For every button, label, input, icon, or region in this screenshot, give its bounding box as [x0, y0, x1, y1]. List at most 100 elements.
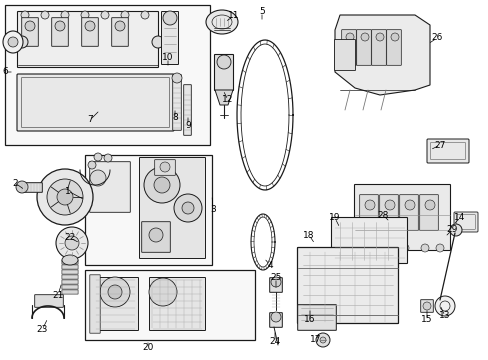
Ellipse shape — [37, 169, 93, 225]
FancyBboxPatch shape — [379, 195, 398, 230]
FancyBboxPatch shape — [297, 248, 398, 324]
Polygon shape — [334, 15, 429, 95]
Text: 13: 13 — [438, 311, 450, 320]
Ellipse shape — [115, 21, 125, 31]
FancyBboxPatch shape — [18, 12, 158, 68]
Ellipse shape — [16, 36, 28, 48]
Ellipse shape — [435, 244, 443, 252]
Ellipse shape — [57, 189, 73, 205]
Text: 16: 16 — [304, 315, 315, 324]
FancyBboxPatch shape — [359, 195, 378, 230]
Ellipse shape — [375, 33, 383, 41]
Ellipse shape — [315, 333, 329, 347]
Ellipse shape — [380, 244, 388, 252]
Text: 7: 7 — [87, 116, 93, 125]
FancyBboxPatch shape — [92, 278, 138, 330]
FancyBboxPatch shape — [172, 75, 181, 130]
Text: 19: 19 — [328, 213, 340, 222]
Ellipse shape — [16, 181, 28, 193]
Text: 11: 11 — [228, 12, 239, 21]
Ellipse shape — [319, 337, 325, 343]
Ellipse shape — [384, 200, 394, 210]
FancyBboxPatch shape — [62, 265, 78, 269]
Bar — [5, 5, 209, 145]
Ellipse shape — [364, 200, 374, 210]
Ellipse shape — [21, 11, 29, 19]
Ellipse shape — [108, 285, 122, 299]
Ellipse shape — [449, 224, 461, 236]
Ellipse shape — [47, 179, 83, 215]
Ellipse shape — [346, 33, 353, 41]
Text: 25: 25 — [270, 274, 281, 283]
FancyBboxPatch shape — [62, 260, 78, 264]
FancyBboxPatch shape — [89, 162, 130, 212]
Text: 29: 29 — [446, 225, 457, 234]
Ellipse shape — [205, 10, 238, 34]
FancyBboxPatch shape — [154, 160, 175, 175]
FancyBboxPatch shape — [214, 54, 233, 90]
Ellipse shape — [56, 227, 88, 259]
Ellipse shape — [25, 21, 35, 31]
FancyBboxPatch shape — [62, 275, 78, 279]
Text: 12: 12 — [222, 95, 233, 104]
Ellipse shape — [94, 153, 102, 161]
Ellipse shape — [400, 244, 408, 252]
Ellipse shape — [174, 194, 202, 222]
FancyBboxPatch shape — [453, 212, 477, 232]
FancyBboxPatch shape — [81, 18, 98, 46]
Ellipse shape — [424, 200, 434, 210]
FancyBboxPatch shape — [90, 275, 100, 333]
FancyBboxPatch shape — [334, 40, 355, 71]
FancyBboxPatch shape — [149, 278, 205, 330]
Ellipse shape — [62, 255, 78, 265]
Text: 18: 18 — [303, 230, 314, 239]
FancyBboxPatch shape — [426, 139, 468, 163]
Text: 24: 24 — [269, 338, 280, 346]
Polygon shape — [215, 90, 232, 105]
Text: 22: 22 — [64, 234, 76, 243]
Ellipse shape — [270, 312, 281, 322]
Ellipse shape — [149, 228, 163, 242]
Ellipse shape — [81, 11, 89, 19]
Text: 14: 14 — [453, 213, 465, 222]
FancyBboxPatch shape — [420, 300, 432, 312]
Ellipse shape — [65, 236, 79, 250]
Ellipse shape — [434, 296, 454, 316]
FancyBboxPatch shape — [354, 184, 449, 251]
Text: 5: 5 — [259, 8, 264, 17]
FancyBboxPatch shape — [183, 85, 191, 135]
Text: 10: 10 — [162, 54, 173, 63]
Text: 2: 2 — [12, 179, 18, 188]
Ellipse shape — [88, 161, 96, 169]
Ellipse shape — [90, 170, 106, 186]
Ellipse shape — [404, 200, 414, 210]
FancyBboxPatch shape — [341, 30, 356, 65]
Ellipse shape — [3, 31, 23, 53]
Ellipse shape — [182, 202, 194, 214]
Ellipse shape — [104, 154, 112, 162]
FancyBboxPatch shape — [111, 18, 128, 46]
Ellipse shape — [172, 73, 182, 83]
FancyBboxPatch shape — [269, 278, 282, 292]
Text: 20: 20 — [142, 343, 153, 352]
Ellipse shape — [160, 162, 170, 172]
Ellipse shape — [420, 244, 428, 252]
FancyBboxPatch shape — [269, 313, 282, 327]
Text: 6: 6 — [2, 68, 8, 77]
FancyBboxPatch shape — [62, 270, 78, 274]
FancyBboxPatch shape — [62, 280, 78, 284]
FancyBboxPatch shape — [62, 290, 78, 294]
FancyBboxPatch shape — [21, 18, 38, 46]
FancyBboxPatch shape — [139, 158, 205, 258]
Ellipse shape — [8, 37, 18, 47]
Ellipse shape — [121, 11, 129, 19]
Text: 15: 15 — [420, 315, 432, 324]
FancyBboxPatch shape — [371, 30, 386, 65]
FancyBboxPatch shape — [20, 183, 42, 192]
Ellipse shape — [85, 21, 95, 31]
FancyBboxPatch shape — [17, 74, 174, 131]
Ellipse shape — [149, 278, 177, 306]
Ellipse shape — [154, 177, 170, 193]
FancyBboxPatch shape — [399, 195, 417, 230]
Text: 9: 9 — [185, 121, 190, 130]
